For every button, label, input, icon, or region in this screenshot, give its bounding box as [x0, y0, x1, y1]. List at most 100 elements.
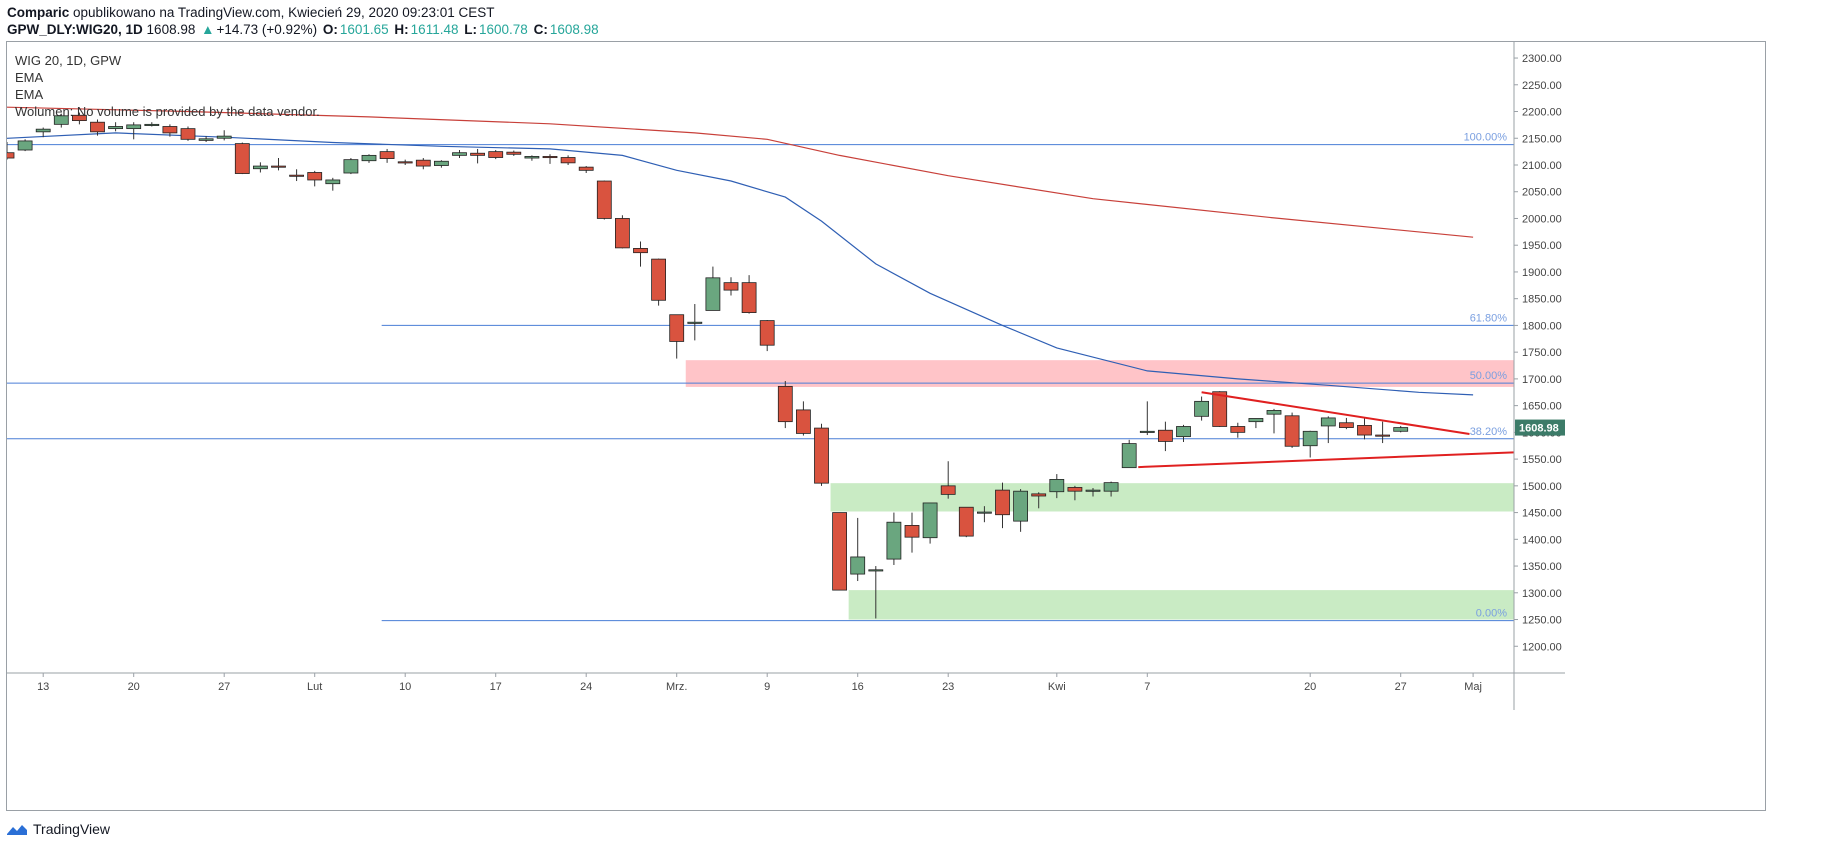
candle — [307, 170, 323, 187]
candle-body — [1357, 425, 1372, 436]
candle — [560, 155, 576, 165]
candle-body — [995, 489, 1010, 516]
candle-body — [325, 179, 341, 185]
trendline-0 — [1201, 391, 1470, 435]
candle — [1049, 474, 1065, 499]
candle — [144, 122, 160, 127]
candle — [886, 512, 902, 565]
candle-body — [759, 320, 775, 346]
candle — [397, 159, 413, 165]
candle-body — [1194, 400, 1209, 417]
candle-body — [72, 114, 87, 122]
candle — [1212, 391, 1228, 428]
candle-body — [1013, 490, 1028, 522]
open-label: O: — [322, 22, 338, 37]
legend-ema-slow[interactable]: EMA — [15, 87, 44, 102]
indicator-legend: WIG 20, 1D, GPW EMA EMA Wolumen: No volu… — [15, 52, 320, 120]
y-tick-label: 1450.00 — [1522, 508, 1562, 520]
candle — [35, 127, 51, 138]
candle — [180, 126, 196, 141]
tradingview-logo-icon — [7, 825, 27, 835]
candle-body — [651, 258, 666, 301]
candle-body — [234, 143, 250, 174]
candle — [234, 142, 250, 175]
candle-body — [452, 152, 467, 156]
candle-body — [796, 409, 811, 434]
y-tick-label: 1750.00 — [1522, 347, 1562, 359]
candle — [1121, 439, 1137, 469]
footer-brand[interactable]: TradingView — [33, 821, 111, 837]
candle-body — [886, 521, 902, 560]
candle-body — [1339, 422, 1354, 428]
high-label: H: — [394, 22, 409, 37]
y-tick-label: 1900.00 — [1522, 267, 1562, 279]
candle — [1230, 422, 1246, 438]
candle-body — [1031, 493, 1047, 497]
y-tick-label: 2050.00 — [1522, 187, 1562, 199]
candle — [452, 150, 467, 159]
candle — [705, 266, 721, 311]
candle-body — [977, 511, 992, 514]
x-tick-label: 13 — [37, 681, 49, 693]
candle — [1139, 401, 1155, 436]
y-tick-label: 2000.00 — [1522, 213, 1562, 225]
candle — [995, 482, 1010, 529]
candle — [741, 275, 757, 314]
candle-body — [1212, 391, 1228, 427]
candle-body — [307, 172, 323, 181]
x-tick-label: Maj — [1464, 681, 1482, 693]
y-tick-label: 1400.00 — [1522, 534, 1562, 546]
candle — [7, 141, 15, 160]
candle-body — [560, 157, 576, 164]
candle-body — [741, 282, 757, 313]
candle-body — [1176, 426, 1191, 438]
candle — [922, 502, 938, 544]
candle — [162, 124, 178, 137]
candle — [850, 517, 866, 582]
footer: TradingView — [6, 821, 110, 837]
y-tick-label: 1200.00 — [1522, 641, 1562, 653]
candle — [433, 160, 449, 168]
legend-title: WIG 20, 1D, GPW — [15, 53, 122, 68]
candle-body — [343, 159, 359, 174]
candle-body — [596, 180, 612, 219]
candle-body — [922, 502, 938, 539]
chart-header: Comparic opublikowano na TradingView.com… — [7, 4, 601, 38]
candle-body — [53, 115, 69, 125]
candle — [108, 122, 123, 132]
candle-body — [252, 165, 268, 170]
x-tick-label: Lut — [307, 681, 322, 693]
candle-body — [90, 121, 105, 133]
candle-body — [1375, 434, 1390, 437]
plot-area: 100.00% 61.80% 50.00% 38.20% 0.00% — [7, 106, 1514, 622]
publish-line: Comparic opublikowano na TradingView.com… — [7, 4, 601, 21]
legend-ema-fast[interactable]: EMA — [15, 70, 44, 85]
candle-body — [506, 151, 522, 155]
x-tick-label: 23 — [942, 681, 954, 693]
candle-body — [1067, 487, 1083, 492]
x-tick-label: 17 — [490, 681, 502, 693]
last-price-badge — [1515, 419, 1565, 436]
y-tick-label: 1700.00 — [1522, 374, 1562, 386]
candle-body — [488, 151, 504, 158]
y-tick-label: 1250.00 — [1522, 615, 1562, 627]
candle — [198, 136, 214, 142]
candle-body — [1158, 429, 1173, 442]
candle-body — [216, 135, 232, 139]
candle — [1248, 418, 1264, 429]
legend-volume: Wolumen: No volume is provided by the da… — [15, 104, 320, 119]
candle-body — [814, 427, 829, 484]
candle — [216, 130, 232, 141]
y-tick-label: 1800.00 — [1522, 320, 1562, 332]
candle-body — [705, 277, 721, 311]
candle-body — [1230, 426, 1246, 433]
candle-body — [144, 123, 160, 126]
y-tick-label: 1550.00 — [1522, 454, 1562, 466]
candle-body — [687, 321, 703, 324]
candle — [1103, 481, 1119, 497]
candle-body — [1085, 489, 1101, 492]
candle-body — [1248, 418, 1264, 423]
author-name[interactable]: Comparic — [7, 5, 70, 20]
y-tick-label: 1850.00 — [1522, 294, 1562, 306]
